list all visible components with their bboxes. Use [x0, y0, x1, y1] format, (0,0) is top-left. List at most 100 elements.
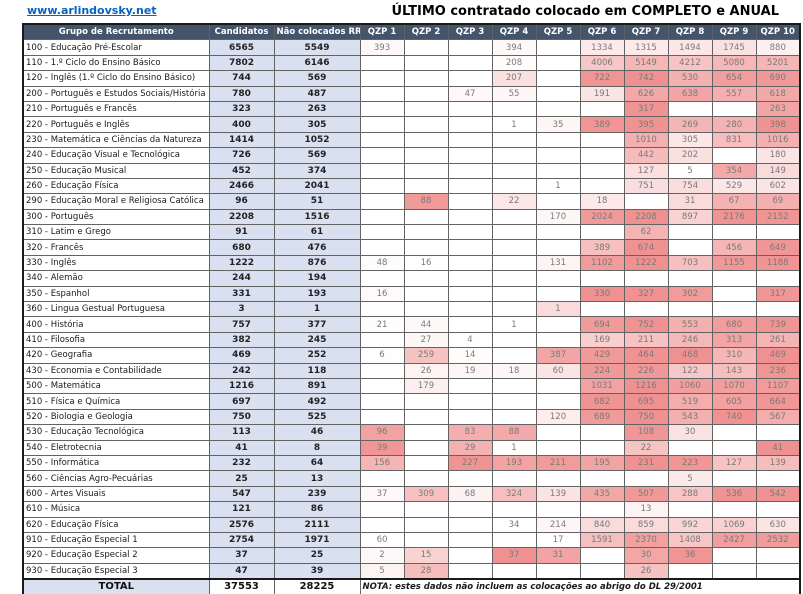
candidatos-cell: 750 — [208, 408, 275, 426]
table-row: 330 - Inglês 1222 876 48 16 131 1102 1222 703 115… — [22, 254, 801, 272]
qzp-7-cell: 464 — [623, 347, 669, 364]
qzp-2-cell — [403, 116, 449, 133]
qzp-7-cell — [623, 193, 669, 210]
col-header-qzp-1: QZP 1 — [359, 23, 405, 41]
qzp-10-cell: 1107 — [755, 377, 801, 395]
qzp-8-cell — [667, 562, 713, 580]
qzp-3-cell — [447, 285, 493, 303]
qzp-3-cell — [447, 100, 493, 118]
candidatos-cell: 780 — [208, 85, 275, 102]
qzp-2-cell — [403, 70, 449, 87]
site-link[interactable]: www.arlindovsky.net — [27, 4, 157, 17]
qzp-6-cell — [579, 470, 625, 487]
qzp-8-cell: 5 — [667, 470, 713, 487]
qzp-8-cell: 223 — [667, 454, 713, 472]
col-header-qzp-4: QZP 4 — [491, 23, 537, 41]
table-row: 100 - Educação Pré-Escolar 6565 5549 393 394… — [22, 39, 801, 56]
qzp-7-cell: 742 — [623, 70, 669, 87]
row-label: 110 - 1.º Ciclo do Ensino Básico — [22, 54, 210, 72]
qzp-5-cell: 1 — [535, 301, 581, 318]
col-header-nao-colocados: Não colocados RR1 — [273, 23, 361, 41]
qzp-2-cell — [403, 147, 449, 164]
qzp-7-cell: 30 — [623, 547, 669, 564]
qzp-6-cell — [579, 224, 625, 241]
qzp-1-cell: 156 — [359, 454, 405, 472]
qzp-7-cell: 1222 — [623, 254, 669, 272]
qzp-1-cell: 6 — [359, 347, 405, 364]
qzp-3-cell — [447, 562, 493, 580]
qzp-5-cell — [535, 501, 581, 518]
row-label: 200 - Português e Estudos Sociais/Histór… — [22, 85, 210, 102]
row-label: 120 - Inglês (1.º Ciclo do Ensino Básico… — [22, 70, 210, 87]
qzp-7-cell — [623, 470, 669, 487]
qzp-2-cell — [403, 285, 449, 303]
qzp-2-cell — [403, 531, 449, 549]
nao-colocados-cell: 305 — [273, 116, 361, 133]
candidatos-cell: 1222 — [208, 254, 275, 272]
qzp-8-cell: 468 — [667, 347, 713, 364]
candidatos-cell: 547 — [208, 485, 275, 503]
table-row: 620 - Educação Física 2576 2111 34 214 840 859… — [22, 516, 801, 533]
qzp-5-cell — [535, 377, 581, 395]
col-header-group: Grupo de Recrutamento — [22, 23, 210, 41]
qzp-8-cell: 992 — [667, 516, 713, 533]
row-label: 560 - Ciências Agro-Pecuárias — [22, 470, 210, 487]
qzp-9-cell — [711, 147, 757, 164]
qzp-9-cell — [711, 100, 757, 118]
qzp-3-cell: 19 — [447, 362, 493, 379]
qzp-5-cell: 211 — [535, 454, 581, 472]
candidatos-cell: 96 — [208, 193, 275, 210]
qzp-10-cell: 618 — [755, 85, 801, 102]
qzp-3-cell — [447, 224, 493, 241]
qzp-10-cell — [755, 547, 801, 564]
qzp-4-cell — [491, 393, 537, 410]
qzp-10-cell: 69 — [755, 193, 801, 210]
qzp-5-cell — [535, 562, 581, 580]
qzp-4-cell — [491, 531, 537, 549]
qzp-6-cell — [579, 562, 625, 580]
qzp-3-cell — [447, 39, 493, 56]
qzp-5-cell — [535, 100, 581, 118]
qzp-2-cell: 27 — [403, 331, 449, 349]
qzp-3-cell — [447, 131, 493, 149]
qzp-5-cell — [535, 131, 581, 149]
qzp-9-cell — [711, 270, 757, 287]
nao-colocados-cell: 1052 — [273, 131, 361, 149]
qzp-9-cell — [711, 562, 757, 580]
qzp-6-cell — [579, 177, 625, 195]
table-row: 310 - Latim e Grego 91 61 62 — [22, 224, 801, 241]
candidatos-cell: 2208 — [208, 208, 275, 226]
qzp-1-cell — [359, 147, 405, 164]
qzp-5-cell: 139 — [535, 485, 581, 503]
row-label: 250 - Educação Musical — [22, 162, 210, 179]
qzp-2-cell: 26 — [403, 362, 449, 379]
qzp-4-cell — [491, 224, 537, 241]
qzp-3-cell: 4 — [447, 331, 493, 349]
qzp-4-cell: 394 — [491, 39, 537, 56]
qzp-3-cell — [447, 116, 493, 133]
qzp-3-cell — [447, 393, 493, 410]
qzp-3-cell — [447, 547, 493, 564]
qzp-6-cell — [579, 147, 625, 164]
qzp-2-cell: 309 — [403, 485, 449, 503]
nao-colocados-cell: 8 — [273, 439, 361, 456]
row-label: 290 - Educação Moral e Religiosa Católic… — [22, 193, 210, 210]
qzp-7-cell: 750 — [623, 408, 669, 426]
qzp-9-cell: 5080 — [711, 54, 757, 72]
qzp-3-cell — [447, 377, 493, 395]
qzp-3-cell: 83 — [447, 424, 493, 441]
qzp-4-cell — [491, 501, 537, 518]
qzp-10-cell: 261 — [755, 331, 801, 349]
row-label: 240 - Educação Visual e Tecnológica — [22, 147, 210, 164]
qzp-5-cell — [535, 162, 581, 179]
candidatos-cell: 232 — [208, 454, 275, 472]
qzp-9-cell: 1069 — [711, 516, 757, 533]
qzp-5-cell: 35 — [535, 116, 581, 133]
qzp-8-cell — [667, 270, 713, 287]
qzp-2-cell — [403, 301, 449, 318]
qzp-9-cell: 143 — [711, 362, 757, 379]
qzp-9-cell — [711, 424, 757, 441]
qzp-10-cell: 1188 — [755, 254, 801, 272]
qzp-8-cell — [667, 100, 713, 118]
qzp-10-cell: 630 — [755, 516, 801, 533]
